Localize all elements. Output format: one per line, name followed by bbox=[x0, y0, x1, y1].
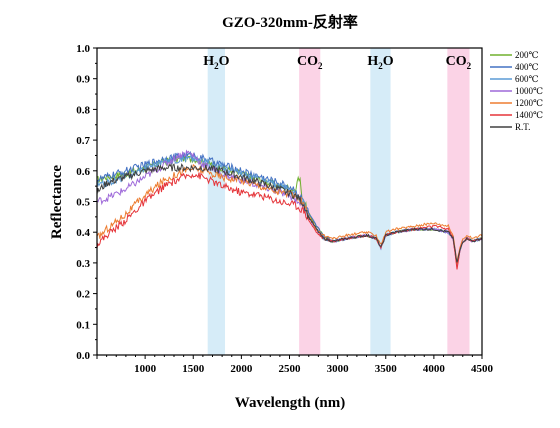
series-line-4 bbox=[96, 163, 483, 265]
legend-item: 400℃ bbox=[515, 62, 539, 72]
x-tick-label: 1000 bbox=[134, 363, 157, 375]
legend-item: 200℃ bbox=[515, 50, 539, 60]
y-tick-label: 0.5 bbox=[76, 197, 90, 209]
y-tick-label: 0.3 bbox=[76, 258, 90, 270]
y-axis-label: Reflectance bbox=[49, 165, 65, 239]
series-line-2 bbox=[96, 154, 483, 267]
legend: 200℃ 400℃ 600℃ 1000℃ 1200℃ 1400℃ R.T. bbox=[490, 50, 543, 132]
series-lines bbox=[96, 149, 483, 270]
x-tick-label: 3000 bbox=[327, 363, 350, 375]
x-tick-label: 4500 bbox=[471, 363, 494, 375]
series-line-0 bbox=[96, 154, 483, 266]
x-tick-label: 3500 bbox=[375, 363, 398, 375]
band-3 bbox=[447, 48, 470, 355]
chart-title: GZO-320mm-反射率 bbox=[222, 13, 358, 31]
y-tick-label: 0.1 bbox=[76, 319, 90, 331]
x-tick-label: 4000 bbox=[423, 363, 446, 375]
band-label-2: H2O bbox=[367, 54, 393, 71]
legend-item: 1000℃ bbox=[515, 86, 543, 96]
y-tick-label: 0.6 bbox=[76, 166, 90, 178]
legend-item: R.T. bbox=[515, 122, 530, 132]
series-line-5 bbox=[96, 172, 483, 270]
y-tick-label: 0.7 bbox=[76, 135, 90, 147]
legend-item: 1400℃ bbox=[515, 110, 543, 120]
band-label-3: CO2 bbox=[446, 54, 472, 71]
band-1 bbox=[299, 48, 321, 355]
legend-item: 600℃ bbox=[515, 74, 539, 84]
y-tick-label: 0.8 bbox=[76, 104, 90, 116]
x-tick-label: 1500 bbox=[182, 363, 205, 375]
y-tick-label: 1.0 bbox=[76, 43, 90, 55]
y-tick-label: 0.9 bbox=[76, 74, 90, 86]
y-tick-label: 0.2 bbox=[76, 289, 90, 301]
band-0 bbox=[207, 48, 226, 355]
legend-item: 1200℃ bbox=[515, 98, 543, 108]
x-axis-label: Wavelength (nm) bbox=[235, 395, 345, 411]
x-tick-label: 2500 bbox=[279, 363, 302, 375]
plot-frame bbox=[96, 47, 483, 356]
y-tick-label: 0.4 bbox=[76, 227, 90, 239]
band-2 bbox=[370, 48, 391, 355]
band-labels: H2O CO2 H2O CO2 bbox=[203, 54, 471, 71]
band-label-1: CO2 bbox=[297, 54, 323, 71]
x-axis: 1000 1500 2000 2500 3000 3500 4000 4500 bbox=[96, 355, 494, 375]
y-axis: 0.0 0.1 0.2 0.3 0.4 0.5 0.6 0.7 0.8 0.9 1.0 bbox=[76, 43, 97, 362]
x-tick-label: 2000 bbox=[230, 363, 253, 375]
band-label-0: H2O bbox=[203, 54, 229, 71]
series-line-6 bbox=[96, 163, 483, 263]
absorption-bands bbox=[207, 48, 470, 355]
y-tick-label: 0.0 bbox=[76, 350, 90, 362]
